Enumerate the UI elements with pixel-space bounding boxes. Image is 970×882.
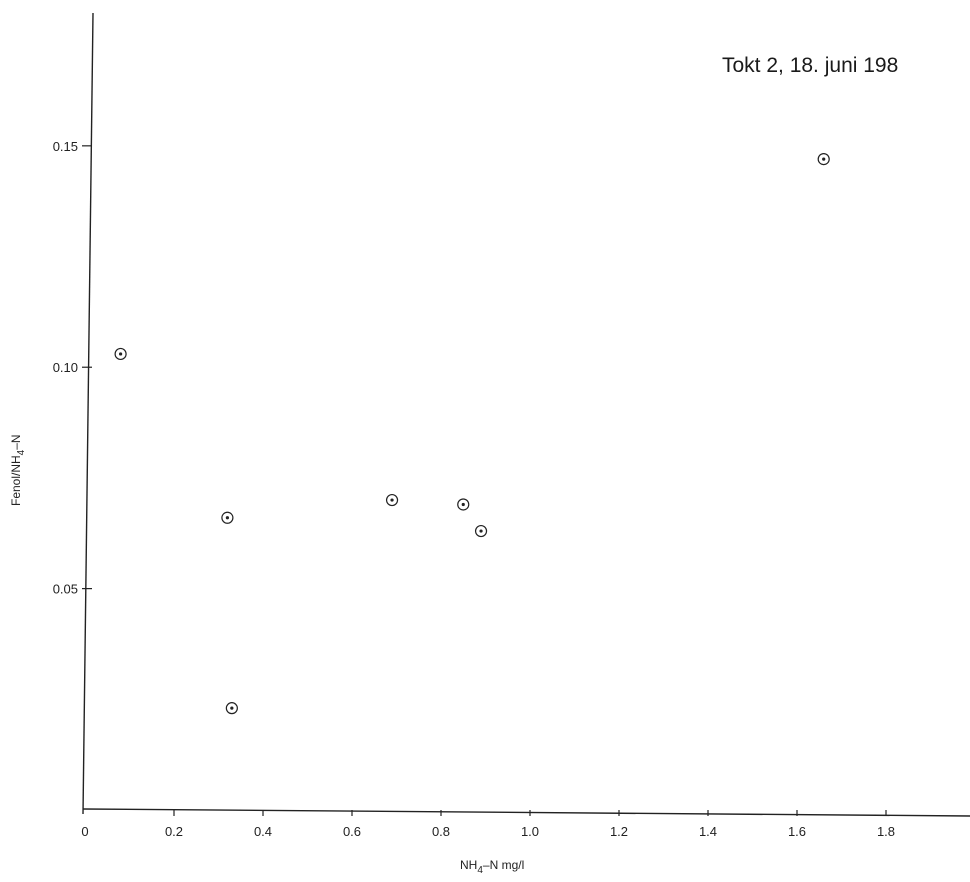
x-tick-label: 0.4 — [254, 824, 272, 839]
data-point-ring — [457, 498, 470, 511]
x-tick-label: 1.6 — [788, 824, 806, 839]
data-point-center — [230, 706, 234, 710]
y-axis-line — [82, 12, 94, 815]
x-axis-title-rest: –N mg/l — [483, 858, 524, 872]
x-tick-label: 0 — [81, 824, 88, 839]
data-point — [221, 511, 234, 524]
x-axis-title: NH4–N mg/l — [460, 858, 524, 876]
y-ticks: 0.05 0.10 0.15 — [53, 139, 92, 597]
data-point-center — [390, 498, 394, 502]
y-axis-title-subscript: 4 — [16, 449, 27, 455]
x-axis-title-main: NH — [460, 858, 477, 872]
data-point — [457, 498, 470, 511]
data-point-ring — [221, 511, 234, 524]
data-point-center — [119, 352, 123, 356]
axes — [82, 12, 970, 817]
y-axis-title-main: Fenol/NH — [9, 455, 23, 506]
data-point-ring — [225, 702, 238, 715]
data-points — [114, 153, 830, 715]
y-axis-title-rest: –N — [9, 434, 23, 449]
data-point-center — [822, 157, 826, 161]
x-axis-line — [82, 808, 970, 817]
x-tick-label: 1.2 — [610, 824, 628, 839]
x-tick-label: 1.8 — [877, 824, 895, 839]
x-tick-label: 0.2 — [165, 824, 183, 839]
x-tick-label: 1.0 — [521, 824, 539, 839]
chart-title: Tokt 2, 18. juni 198 — [722, 54, 898, 77]
data-point-ring — [474, 524, 488, 538]
data-point-center — [225, 516, 229, 520]
data-point-center — [461, 502, 465, 507]
data-point — [385, 493, 399, 507]
data-point — [817, 153, 830, 166]
x-tick-label: 1.4 — [699, 824, 717, 839]
data-point — [474, 524, 488, 538]
x-axis-title-subscript: 4 — [477, 865, 483, 876]
x-tick-label: 0.8 — [432, 824, 450, 839]
data-point — [225, 702, 238, 715]
x-ticks: 0 0.2 0.4 0.6 0.8 1.0 1.2 1.4 1.6 1.8 — [81, 810, 895, 839]
data-point-ring — [817, 153, 830, 166]
y-tick-label: 0.05 — [53, 582, 78, 597]
y-tick-label: 0.15 — [53, 139, 78, 154]
data-point-ring — [385, 493, 399, 507]
y-tick-label: 0.10 — [53, 360, 78, 375]
data-point-center — [479, 529, 483, 533]
y-axis-title: Fenol/NH4–N — [9, 434, 27, 506]
x-tick-label: 0.6 — [343, 824, 361, 839]
data-point-ring — [114, 347, 127, 361]
data-point — [114, 347, 127, 361]
